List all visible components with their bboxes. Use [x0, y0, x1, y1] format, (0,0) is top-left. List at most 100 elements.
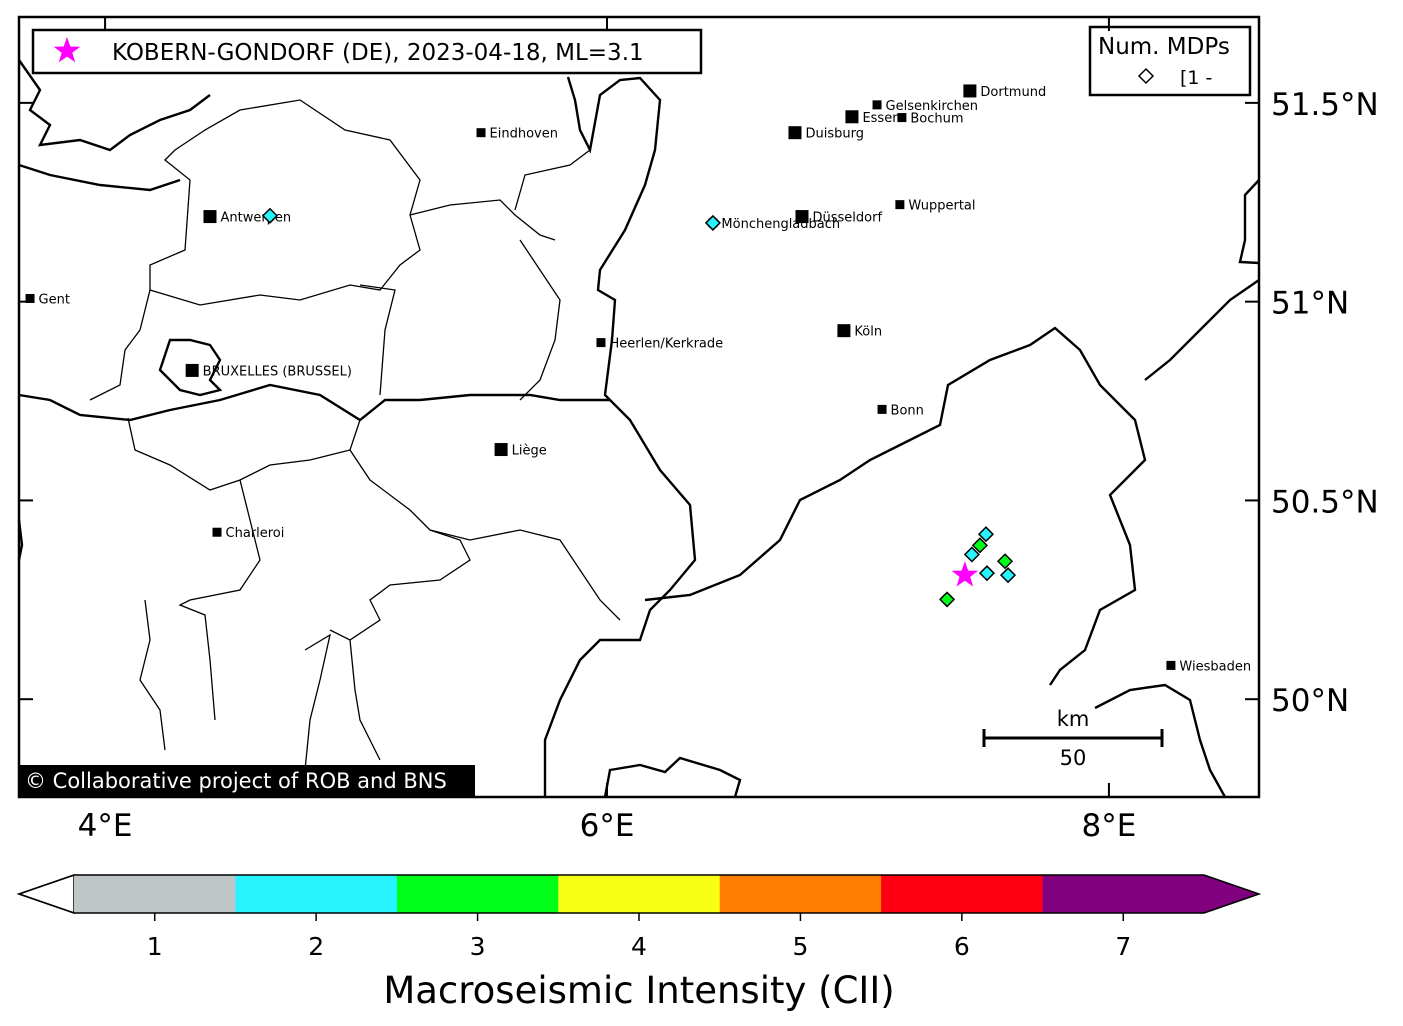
- lat-tick-label: 51°N: [1271, 286, 1349, 322]
- city-label: Mönchengladbach: [721, 217, 840, 232]
- city-marker: Mönchengladbach: [708, 217, 840, 232]
- mdp-diamond[interactable]: [978, 565, 996, 582]
- city-square-icon: [596, 338, 606, 348]
- colorbar-tick-label: 1: [147, 932, 163, 961]
- mdp-diamond[interactable]: [261, 207, 279, 224]
- city-label: Wuppertal: [908, 199, 975, 214]
- mdp-diamond[interactable]: [963, 546, 980, 563]
- city-label: Düsseldorf: [812, 211, 882, 226]
- city-square-icon: [788, 126, 802, 140]
- colorbar-segment: [1042, 875, 1205, 913]
- mdp-diamond[interactable]: [996, 553, 1014, 570]
- epicenter-star-icon[interactable]: [951, 561, 979, 587]
- colorbar-segment: [881, 875, 1044, 913]
- map-frame: [17, 15, 1261, 799]
- colorbar-over-arrow: [1204, 875, 1259, 913]
- city-marker: Dortmund: [963, 84, 1046, 100]
- city-marker: Eindhoven: [476, 127, 558, 142]
- colorbar-segment: [74, 875, 236, 913]
- city-square-icon: [795, 210, 809, 224]
- city-label: Bonn: [891, 403, 924, 418]
- city-marker: BRUXELLES (BRUSSEL): [185, 363, 352, 379]
- city-marker: Duisburg: [788, 126, 864, 142]
- mdp-layer: [261, 207, 1017, 608]
- city-square-icon: [872, 100, 882, 110]
- city-label: Wiesbaden: [1179, 659, 1251, 674]
- event-star-icon: [53, 37, 81, 63]
- city-label: Dortmund: [980, 85, 1046, 100]
- colorbar-tick-label: 3: [470, 932, 486, 961]
- lat-tick-label: 50.5°N: [1271, 484, 1379, 520]
- mdp-legend-entry: [1 -: [1180, 67, 1212, 89]
- colorbar-under-arrow: [16, 873, 75, 915]
- city-square-icon: [1166, 660, 1176, 670]
- attribution-text: © Collaborative project of ROB and BNS: [25, 769, 447, 793]
- city-label: Heerlen/Kerkrade: [609, 337, 723, 352]
- region-borders: [89, 99, 621, 771]
- city-square-icon: [963, 84, 977, 98]
- colorbar-tick-label: 5: [792, 932, 808, 961]
- lon-tick-label: 8°E: [1082, 808, 1137, 844]
- mdp-diamond[interactable]: [938, 591, 956, 608]
- city-marker: Wiesbaden: [1166, 659, 1251, 674]
- lat-tick-label: 51.5°N: [1271, 87, 1379, 123]
- city-marker: Heerlen/Kerkrade: [596, 337, 723, 352]
- lat-tick-label: 50°N: [1271, 683, 1349, 719]
- city-label: Antwerpen: [220, 211, 291, 226]
- mdp-legend: Num. MDPs [1 -: [1088, 25, 1252, 97]
- city-square-icon: [212, 527, 222, 537]
- city-square-icon: [494, 443, 508, 457]
- colorbar-tick-label: 4: [631, 932, 647, 961]
- mdp-diamond[interactable]: [977, 526, 995, 543]
- city-square-icon: [877, 404, 887, 414]
- colorbar-tick-label: 6: [954, 932, 970, 961]
- city-marker: Liège: [494, 443, 547, 459]
- colorbar: 1 2 3 4 5 6 7 Macroseismic Intensity (CII): [16, 873, 1262, 1012]
- colorbar-segment: [235, 875, 398, 913]
- city-marker: Gelsenkirchen: [872, 99, 979, 114]
- city-square-icon: [203, 210, 217, 224]
- city-label: BRUXELLES (BRUSSEL): [203, 364, 352, 379]
- city-square-icon: [25, 293, 35, 303]
- city-square-icon: [185, 363, 199, 377]
- scale-unit: km: [1057, 707, 1090, 731]
- city-label: Eindhoven: [490, 127, 558, 142]
- event-label: KOBERN-GONDORF (DE), 2023-04-18, ML=3.1: [112, 40, 644, 66]
- city-marker: Bochum: [897, 112, 964, 127]
- mdp-diamond[interactable]: [704, 214, 721, 231]
- city-marker: Köln: [837, 324, 882, 340]
- colorbar-outline: [16, 874, 1262, 914]
- diamond-icon: [1137, 67, 1155, 85]
- city-label: Gelsenkirchen: [886, 99, 979, 114]
- colorbar-segment: [719, 875, 882, 913]
- city-marker: Bonn: [877, 403, 924, 418]
- city-marker: Gent: [25, 292, 70, 307]
- colorbar-tick-label: 7: [1115, 932, 1131, 961]
- city-label: Duisburg: [805, 127, 864, 142]
- city-label: Charleroi: [226, 526, 285, 541]
- city-square-icon: [837, 324, 851, 338]
- colorbar-label: Macroseismic Intensity (CII): [383, 969, 894, 1012]
- country-borders: [17, 59, 1260, 798]
- event-legend: KOBERN-GONDORF (DE), 2023-04-18, ML=3.1: [31, 28, 703, 75]
- city-label: Liège: [512, 444, 547, 459]
- city-marker: Düsseldorf: [795, 210, 882, 226]
- axes: 4°E 6°E 8°E 51.5°N 51°N 50.5°N 50°N: [19, 17, 1379, 844]
- city-square-icon: [895, 200, 905, 210]
- lon-tick-label: 4°E: [78, 808, 133, 844]
- city-marker: Wuppertal: [895, 199, 976, 214]
- city-square-icon: [897, 113, 907, 123]
- lon-tick-label: 6°E: [580, 808, 635, 844]
- city-square-icon: [476, 128, 486, 138]
- city-label: Bochum: [910, 112, 963, 127]
- city-square-icon: [845, 110, 859, 124]
- mdp-diamond[interactable]: [999, 567, 1017, 584]
- colorbar-segment: [396, 875, 559, 913]
- colorbar-segment: [558, 875, 721, 913]
- colorbar-tick-label: 2: [308, 932, 324, 961]
- mdp-diamond[interactable]: [971, 537, 988, 554]
